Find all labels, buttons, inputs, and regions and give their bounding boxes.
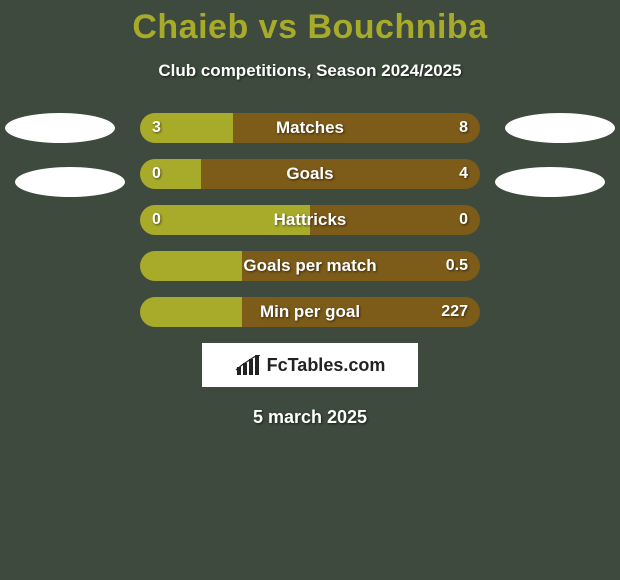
stat-value-left: 0 (152, 205, 161, 235)
player-left-name: Chaieb (132, 8, 248, 46)
stat-bar-left-fill (140, 159, 201, 189)
stat-bar-right-fill (233, 113, 480, 143)
player-marker-oval (15, 167, 125, 197)
vs-separator: vs (259, 8, 298, 46)
source-logo-text: FcTables.com (267, 355, 386, 376)
date-text: 5 march 2025 (0, 407, 620, 428)
stat-bar-row: 00Hattricks (140, 205, 480, 235)
stat-value-right: 4 (459, 159, 468, 189)
player-right-name: Bouchniba (307, 8, 487, 46)
stat-bar-left-fill (140, 205, 310, 235)
chart-bars-icon (235, 355, 261, 375)
stat-bar-right-fill (310, 205, 480, 235)
player-marker-oval (5, 113, 115, 143)
player-marker-oval (505, 113, 615, 143)
stat-value-left: 3 (152, 113, 161, 143)
source-logo: FcTables.com (202, 343, 418, 387)
subtitle: Club competitions, Season 2024/2025 (0, 61, 620, 81)
stat-bar-row: 38Matches (140, 113, 480, 143)
stat-value-right: 227 (441, 297, 468, 327)
stat-value-right: 0.5 (446, 251, 468, 281)
stat-bar-row: 227Min per goal (140, 297, 480, 327)
player-marker-oval (495, 167, 605, 197)
stat-value-right: 0 (459, 205, 468, 235)
stat-value-right: 8 (459, 113, 468, 143)
stat-bar-right-fill (201, 159, 480, 189)
stat-value-left: 0 (152, 159, 161, 189)
bars-area: 38Matches04Goals00Hattricks0.5Goals per … (0, 113, 620, 327)
stat-bar-right-fill (242, 251, 480, 281)
stat-bar-left-fill (140, 297, 242, 327)
stat-bar-row: 04Goals (140, 159, 480, 189)
stat-bar-left-fill (140, 251, 242, 281)
stat-bar-row: 0.5Goals per match (140, 251, 480, 281)
page-title: Chaieb vs Bouchniba (0, 0, 620, 47)
comparison-infographic: Chaieb vs Bouchniba Club competitions, S… (0, 0, 620, 580)
